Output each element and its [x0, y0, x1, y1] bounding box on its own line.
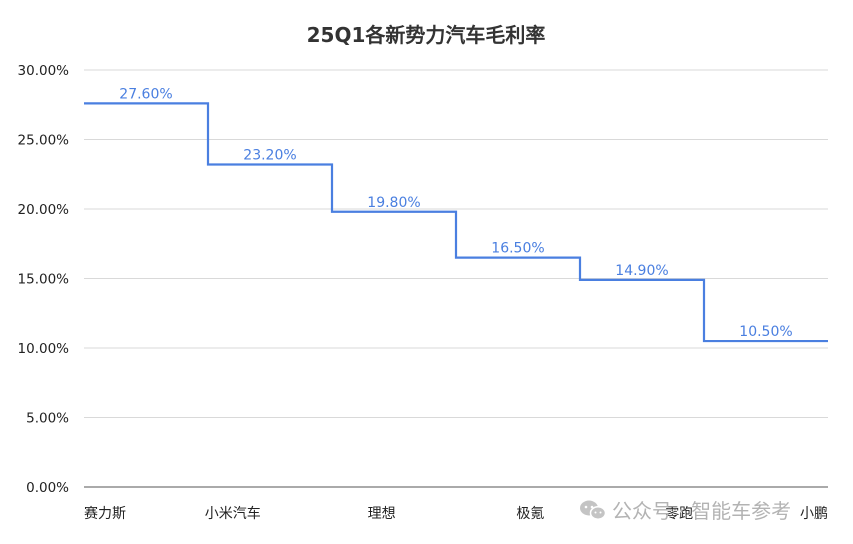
y-tick-label: 5.00%	[26, 411, 69, 427]
y-tick-label: 30.00%	[18, 63, 70, 79]
data-label: 27.60%	[119, 86, 172, 102]
watermark-text: 公众号 · 智能车参考	[612, 499, 791, 523]
x-axis-categories: 赛力斯 小米汽车 理想 极氪 零跑 小鹏	[84, 505, 828, 522]
data-label: 16.50%	[491, 241, 544, 257]
wechat-icon	[580, 500, 607, 520]
x-category-label: 零跑	[665, 506, 693, 522]
series-step-line	[84, 102, 828, 343]
data-label: 14.90%	[615, 263, 668, 279]
data-label: 10.50%	[739, 324, 792, 340]
y-tick-label: 20.00%	[18, 202, 70, 218]
x-category-label: 赛力斯	[84, 506, 126, 522]
data-label: 19.80%	[367, 195, 420, 211]
x-category-label: 小鹏	[800, 506, 828, 522]
watermark: 公众号 · 智能车参考	[580, 499, 791, 523]
x-category-label: 理想	[368, 506, 396, 522]
data-label: 23.20%	[243, 148, 296, 164]
y-tick-label: 0.00%	[26, 480, 69, 496]
y-tick-label: 25.00%	[18, 133, 70, 149]
y-tick-label: 10.00%	[18, 341, 70, 357]
y-tick-label: 15.00%	[18, 272, 70, 288]
y-axis-ticks: 0.00% 5.00% 10.00% 15.00% 20.00% 25.00% 30.00%	[18, 63, 70, 496]
data-labels: 27.60% 23.20% 19.80% 16.50% 14.90% 10.50%	[119, 86, 792, 340]
x-category-label: 极氪	[516, 506, 544, 522]
chart-title: 25Q1各新势力汽车毛利率	[307, 23, 546, 47]
x-category-label: 小米汽车	[205, 505, 261, 522]
